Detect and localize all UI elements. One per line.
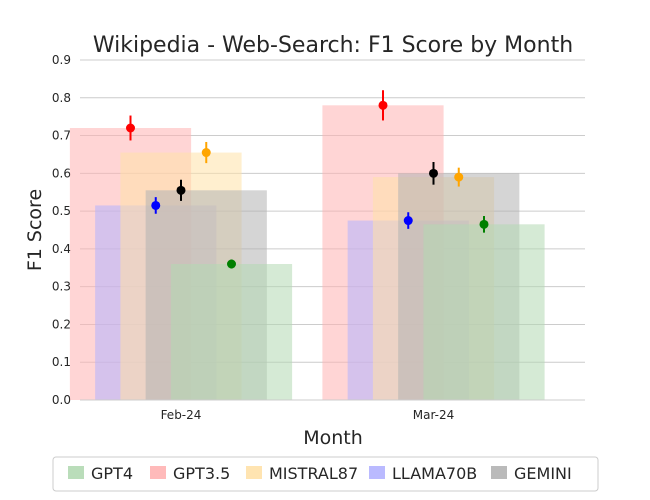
points [126, 90, 489, 269]
legend-frame [52, 456, 599, 492]
legend-swatch-gpt35 [150, 466, 166, 479]
y-tick-label: 0.7 [52, 129, 71, 143]
y-tick-label: 0.0 [52, 393, 71, 407]
legend-swatch-mistral87 [246, 466, 262, 479]
x-tick-label: Feb-24 [161, 408, 202, 422]
y-axis-label: F1 Score [24, 189, 46, 271]
y-tick-label: 0.6 [52, 166, 71, 180]
point-gpt4-feb-24 [227, 259, 236, 269]
point-gpt35-feb-24 [126, 123, 135, 133]
x-tick-labels: Feb-24 Mar-24 [161, 408, 455, 422]
legend-label: MISTRAL87 [269, 464, 358, 483]
legend-swatch-gemini [491, 466, 507, 479]
bar-gpt4-mar-24 [423, 224, 545, 400]
y-tick-label: 0.4 [52, 242, 71, 256]
chart-title: Wikipedia - Web-Search: F1 Score by Mont… [93, 33, 573, 58]
legend-label: GPT4 [91, 464, 133, 483]
bars [69, 105, 545, 400]
point-mistral87-mar-24 [454, 172, 464, 182]
legend-swatch-gpt4 [68, 466, 84, 479]
point-gemini-feb-24 [176, 185, 186, 195]
y-tick-label: 0.9 [52, 53, 71, 67]
y-tick-label: 0.3 [52, 280, 71, 294]
bar-gpt4-feb-24 [170, 264, 293, 400]
y-tick-label: 0.5 [52, 204, 71, 218]
point-gpt4-mar-24 [479, 219, 489, 229]
legend-label: GPT3.5 [173, 464, 230, 483]
x-tick-label: Mar-24 [413, 408, 454, 422]
legend-label: GEMINI [514, 464, 572, 483]
point-gemini-mar-24 [429, 168, 438, 178]
point-llama70b-feb-24 [151, 200, 161, 210]
point-llama70b-mar-24 [403, 216, 413, 226]
point-gpt35-mar-24 [378, 100, 388, 110]
y-tick-label: 0.2 [52, 317, 71, 331]
y-tick-label: 0.8 [52, 91, 71, 105]
x-axis-label: Month [303, 427, 363, 449]
legend-swatch-llama70b [369, 466, 385, 479]
point-mistral87-feb-24 [201, 148, 211, 158]
y-tick-labels: 0.0 0.1 0.2 0.3 0.4 0.5 0.6 0.7 0.8 0.9 [52, 53, 71, 407]
y-tick-label: 0.1 [52, 355, 71, 369]
legend: GPT4 GPT3.5 MISTRAL87 LLAMA70B GEMINI [52, 456, 599, 492]
legend-label: LLAMA70B [392, 464, 477, 483]
